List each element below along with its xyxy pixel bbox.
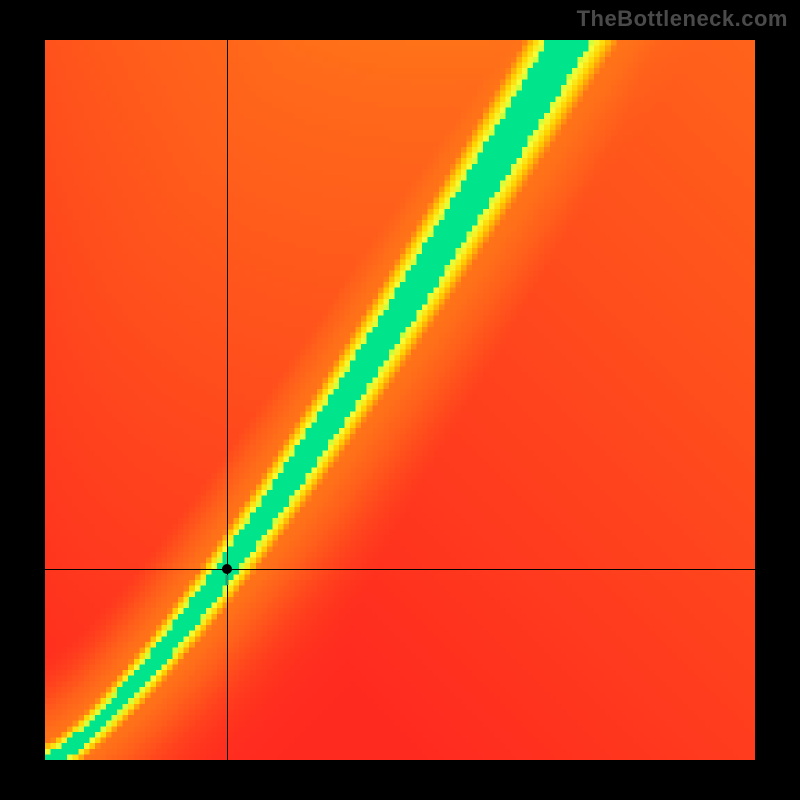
crosshair-horizontal	[45, 569, 755, 570]
chart-frame: TheBottleneck.com	[0, 0, 800, 800]
watermark-label: TheBottleneck.com	[577, 6, 788, 32]
crosshair-marker-dot	[222, 564, 232, 574]
heatmap-plot	[45, 40, 755, 760]
crosshair-vertical	[227, 40, 228, 760]
heatmap-canvas	[45, 40, 755, 760]
crosshair-marker-tick	[226, 575, 229, 585]
